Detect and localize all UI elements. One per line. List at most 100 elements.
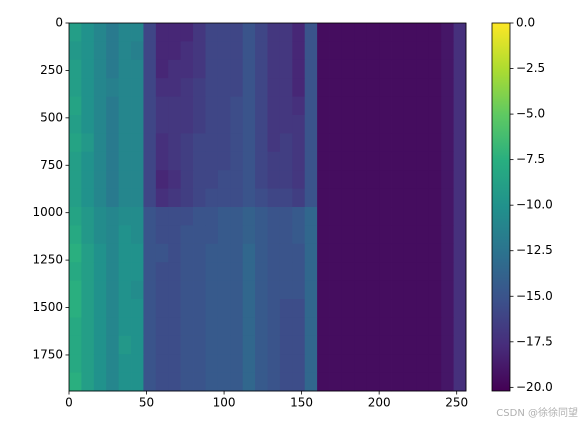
heatmap-cell xyxy=(180,207,194,226)
heatmap-cell xyxy=(230,207,244,226)
heatmap-cell xyxy=(242,23,256,42)
heatmap-cell xyxy=(304,78,318,97)
heatmap-cell xyxy=(428,41,442,61)
heatmap-cell xyxy=(69,354,82,373)
heatmap-cell xyxy=(317,354,330,373)
heatmap-cell xyxy=(354,59,368,79)
heatmap-cell xyxy=(317,225,330,245)
heatmap-cell xyxy=(354,41,368,61)
heatmap-cell xyxy=(69,170,82,189)
heatmap-cell xyxy=(267,280,281,300)
heatmap-cell xyxy=(143,133,157,153)
heatmap-cell xyxy=(205,207,219,226)
heatmap-cell xyxy=(366,280,380,300)
heatmap-cell xyxy=(341,317,355,337)
heatmap-cell xyxy=(205,78,219,97)
heatmap-cell xyxy=(242,96,256,116)
heatmap-cell xyxy=(217,262,231,281)
heatmap-cell xyxy=(143,151,157,171)
heatmap-cell xyxy=(93,207,107,226)
heatmap-cell xyxy=(180,280,194,300)
x-tick-label: 100 xyxy=(213,396,236,410)
heatmap-cell xyxy=(279,372,293,392)
heatmap-cell xyxy=(317,23,330,42)
heatmap-cell xyxy=(292,59,306,79)
heatmap-cell xyxy=(329,115,343,134)
heatmap-cell xyxy=(416,170,430,189)
heatmap-cell xyxy=(403,188,417,208)
heatmap-cell xyxy=(93,280,107,300)
heatmap-cell xyxy=(106,188,120,208)
heatmap-cell xyxy=(366,262,380,281)
heatmap-cell xyxy=(93,96,107,116)
heatmap-cell xyxy=(93,133,107,153)
heatmap-cell xyxy=(81,207,95,226)
heatmap-cell xyxy=(403,299,417,318)
heatmap-cell xyxy=(341,280,355,300)
heatmap-cell xyxy=(143,207,157,226)
heatmap-cell xyxy=(403,372,417,392)
heatmap-cell xyxy=(366,299,380,318)
heatmap-cell xyxy=(143,41,157,61)
heatmap-cell xyxy=(366,372,380,392)
heatmap-cell xyxy=(317,96,330,116)
heatmap-cell xyxy=(354,354,368,373)
heatmap-cell xyxy=(453,78,467,97)
heatmap-cell xyxy=(279,23,293,42)
heatmap-cell xyxy=(131,96,144,116)
heatmap-cell xyxy=(118,262,132,281)
heatmap-cell xyxy=(255,96,268,116)
heatmap-cell xyxy=(193,78,206,97)
heatmap-cell xyxy=(403,280,417,300)
heatmap-cell xyxy=(304,23,318,42)
heatmap-cell xyxy=(292,280,306,300)
heatmap-cell xyxy=(403,243,417,263)
heatmap-cell xyxy=(317,299,330,318)
heatmap-cell xyxy=(354,280,368,300)
heatmap-cell xyxy=(366,317,380,337)
heatmap-cell xyxy=(403,41,417,61)
heatmap-cell xyxy=(143,354,157,373)
heatmap-cell xyxy=(416,354,430,373)
heatmap-cell xyxy=(205,115,219,134)
heatmap-cell xyxy=(93,262,107,281)
heatmap-cell xyxy=(267,23,281,42)
heatmap-cell xyxy=(131,207,144,226)
heatmap-cell xyxy=(403,225,417,245)
heatmap-cell xyxy=(391,23,405,42)
heatmap-cell xyxy=(193,225,206,245)
heatmap-cell xyxy=(180,78,194,97)
heatmap-cell xyxy=(143,372,157,392)
heatmap-cell xyxy=(155,170,169,189)
heatmap-cell xyxy=(217,243,231,263)
heatmap-cell xyxy=(118,372,132,392)
heatmap-cell xyxy=(118,133,132,153)
heatmap-cell xyxy=(81,317,95,337)
heatmap-cell xyxy=(205,317,219,337)
heatmap-cell xyxy=(341,243,355,263)
heatmap-cell xyxy=(81,243,95,263)
heatmap-cell xyxy=(205,280,219,300)
heatmap-cell xyxy=(354,23,368,42)
heatmap-cell xyxy=(205,23,219,42)
colorbar-tick-label: −17.5 xyxy=(516,334,553,348)
heatmap-cell xyxy=(453,188,467,208)
heatmap-cell xyxy=(441,23,454,42)
heatmap-cell xyxy=(304,280,318,300)
heatmap-cell xyxy=(217,59,231,79)
heatmap-cell xyxy=(93,354,107,373)
heatmap-cell xyxy=(453,317,467,337)
heatmap-cell xyxy=(441,41,454,61)
heatmap-cell xyxy=(366,115,380,134)
heatmap-cell xyxy=(403,59,417,79)
heatmap-cell xyxy=(242,317,256,337)
heatmap-cell xyxy=(416,317,430,337)
heatmap-cell xyxy=(118,23,132,42)
heatmap-cell xyxy=(379,225,392,245)
heatmap-cell xyxy=(304,41,318,61)
heatmap-cell xyxy=(292,225,306,245)
heatmap-cell xyxy=(292,23,306,42)
heatmap-cell xyxy=(93,170,107,189)
heatmap-cell xyxy=(354,151,368,171)
heatmap-cell xyxy=(403,23,417,42)
